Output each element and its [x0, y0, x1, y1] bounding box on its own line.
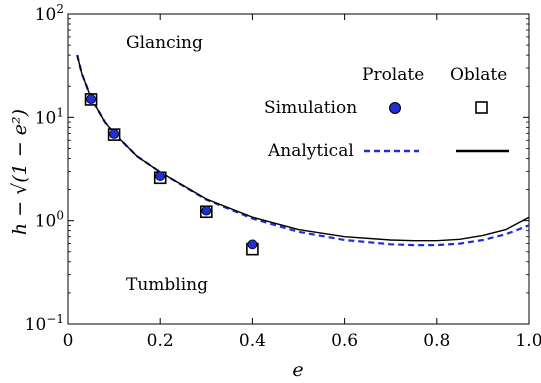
y-tick-label: 10−1	[25, 312, 64, 335]
legend-header-oblate: Oblate	[450, 65, 507, 85]
x-axis-label: e	[292, 359, 303, 381]
y-axis-label: h − √(1 − e²)	[9, 109, 31, 235]
legend-row-simulation: Simulation	[264, 98, 357, 118]
x-tick-label: 0	[63, 331, 74, 351]
analytical-prolate-line	[76, 54, 530, 247]
legend: Prolate Oblate Simulation Analytical	[264, 65, 509, 161]
prolate-marker	[86, 94, 96, 105]
legend-row-analytical: Analytical	[267, 141, 354, 161]
prolate-marker	[109, 129, 119, 139]
prolate-marker	[155, 171, 166, 181]
analytical-oblate-line	[76, 54, 530, 242]
axis-ticks: 0 0.2 0.4 0.6 0.8 1.0 10−1 100 101 102	[25, 2, 541, 351]
legend-marker-prolate	[389, 102, 401, 114]
x-tick-label: 0.2	[147, 331, 174, 351]
analytical-curves	[76, 54, 530, 247]
simulation-markers	[84, 93, 259, 256]
legend-marker-oblate	[475, 101, 488, 114]
y-tick-label: 101	[35, 105, 64, 128]
annotation-glancing: Glancing	[126, 33, 203, 53]
x-tick-label: 0.8	[423, 331, 450, 351]
prolate-marker	[247, 239, 258, 250]
x-tick-label: 0.4	[239, 331, 266, 351]
plot-frame	[67, 13, 530, 325]
annotation-tumbling: Tumbling	[126, 275, 208, 295]
prolate-marker	[201, 205, 212, 216]
y-tick-label: 102	[35, 2, 64, 25]
y-tick-label: 100	[35, 209, 64, 232]
legend-header-prolate: Prolate	[362, 65, 424, 85]
x-tick-label: 1.0	[515, 331, 541, 351]
x-tick-label: 0.6	[331, 331, 358, 351]
